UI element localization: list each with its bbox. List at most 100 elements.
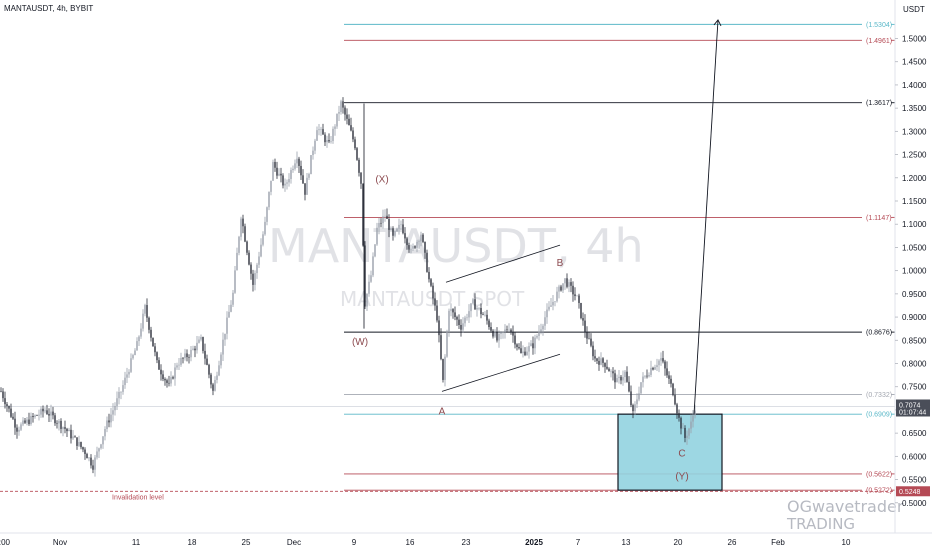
candle	[70, 424, 72, 444]
candle	[368, 274, 370, 297]
candle	[674, 388, 676, 406]
candle	[74, 435, 76, 438]
candle	[538, 325, 540, 341]
candle	[248, 250, 250, 266]
candle	[308, 172, 310, 180]
candle	[2, 388, 4, 402]
time-tick-label: 23	[462, 538, 471, 547]
fib-level: (1.3617)	[344, 100, 895, 107]
candle	[526, 346, 528, 356]
candle	[296, 151, 298, 169]
candle	[478, 307, 480, 311]
price-tick-label: 0.9500	[902, 290, 927, 299]
price-tick-label: 0.8000	[902, 360, 927, 369]
candle	[278, 168, 280, 177]
candle	[576, 295, 578, 297]
candle	[340, 99, 342, 115]
candle	[658, 359, 660, 373]
candle	[0, 387, 2, 393]
candle	[642, 372, 644, 388]
candle	[690, 414, 692, 434]
candle	[428, 267, 430, 283]
candle	[42, 405, 44, 418]
candle	[84, 447, 86, 460]
brand-line-2: TRADING	[786, 515, 855, 533]
candle	[530, 340, 532, 347]
candle	[148, 316, 150, 334]
candle	[126, 367, 128, 384]
price-tick-label: 1.4500	[902, 58, 927, 67]
candle	[194, 345, 196, 358]
candle	[114, 402, 116, 416]
candle	[450, 303, 452, 317]
candle	[630, 385, 632, 408]
candle	[444, 354, 446, 387]
price-tick-label: 1.3500	[902, 104, 927, 113]
time-tick-label: 16	[406, 538, 415, 547]
time-tick-label: 9	[352, 538, 357, 547]
candle	[188, 354, 190, 364]
candle	[556, 286, 558, 303]
candle	[232, 290, 234, 307]
candle	[6, 402, 8, 412]
candle	[366, 293, 368, 312]
candle	[566, 273, 568, 289]
candle	[102, 436, 104, 449]
candle	[262, 231, 264, 247]
candle	[652, 366, 654, 371]
candle	[406, 236, 408, 250]
time-tick-label: Nov	[53, 538, 67, 547]
target-zone	[617, 413, 723, 491]
candle	[72, 429, 74, 441]
candle	[56, 420, 58, 429]
candle	[426, 249, 428, 273]
candle	[4, 391, 6, 409]
candle	[650, 360, 652, 378]
candle	[468, 304, 470, 323]
candle	[300, 160, 302, 181]
candle	[500, 331, 502, 340]
candle	[686, 430, 688, 445]
candle	[514, 332, 516, 349]
candle	[600, 352, 602, 366]
candle	[528, 342, 530, 359]
time-tick-label: Feb	[771, 538, 785, 547]
candle	[196, 335, 198, 354]
wave-label: C	[678, 448, 685, 459]
candle	[568, 279, 570, 293]
candle	[16, 424, 18, 439]
candle	[334, 124, 336, 136]
candle	[564, 278, 566, 290]
candle	[292, 165, 294, 173]
candlestick-series	[0, 97, 696, 477]
candle	[692, 410, 694, 428]
candle	[238, 235, 240, 256]
arrow-head	[713, 19, 722, 27]
candle	[160, 364, 162, 381]
candle	[288, 173, 290, 187]
candle	[90, 454, 92, 469]
candle	[172, 375, 174, 380]
candle	[604, 362, 606, 373]
candle	[86, 452, 88, 459]
candle	[378, 217, 380, 235]
candle	[242, 214, 244, 234]
price-axis[interactable]: USDT 0.50000.55000.60000.65000.70000.750…	[894, 0, 930, 533]
candle	[22, 417, 24, 427]
candle	[330, 136, 332, 144]
candle	[626, 366, 628, 383]
fib-level-label: (1.3617)	[866, 100, 892, 107]
candle	[284, 178, 286, 192]
fib-level: (0.5622)	[344, 471, 895, 478]
candle	[294, 159, 296, 171]
candle	[488, 318, 490, 330]
candle	[112, 403, 114, 422]
candle	[158, 357, 160, 370]
candle	[82, 446, 84, 453]
candle	[106, 416, 108, 433]
candle	[408, 242, 410, 253]
price-tick-label: 0.5000	[902, 499, 927, 508]
time-axis[interactable]: 13:00 Nov 11 18 25 Dec 9 16 23 2025 7 13 20 26 Feb 10	[0, 532, 932, 547]
